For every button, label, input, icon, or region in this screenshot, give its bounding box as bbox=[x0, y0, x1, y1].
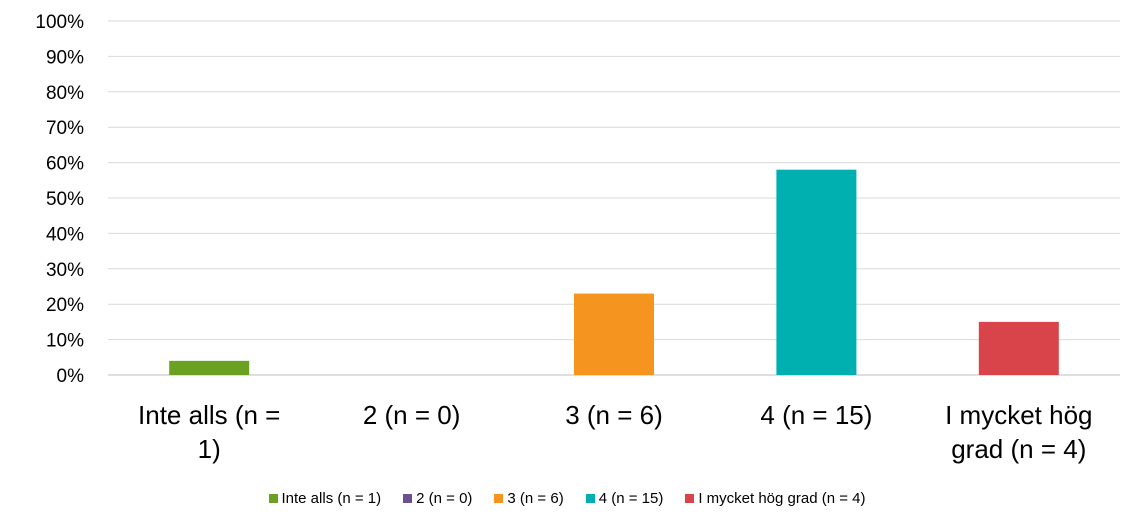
y-tick-label: 0% bbox=[57, 366, 85, 387]
y-tick-label: 80% bbox=[46, 83, 84, 104]
bar bbox=[776, 169, 857, 375]
x-tick-label: 2 (n = 0) bbox=[363, 400, 461, 430]
legend-label: Inte alls (n = 1) bbox=[281, 490, 382, 507]
legend-item: Inte alls (n = 1) bbox=[268, 490, 382, 507]
chart-legend: Inte alls (n = 1) 2 (n = 0) 3 (n = 6) 4 (n … bbox=[0, 490, 1134, 507]
y-tick-label: 10% bbox=[46, 331, 84, 352]
y-tick-label: 50% bbox=[46, 189, 84, 210]
x-tick-label-line: 4 (n = 15) bbox=[760, 400, 872, 430]
bar bbox=[978, 321, 1059, 375]
y-tick-label: 90% bbox=[46, 47, 84, 68]
bar bbox=[574, 293, 654, 375]
legend-item: 2 (n = 0) bbox=[403, 490, 472, 507]
legend-label: I mycket hög grad (n = 4) bbox=[698, 490, 866, 507]
legend-item: 4 (n = 15) bbox=[585, 490, 664, 507]
legend-label: 2 (n = 0) bbox=[416, 490, 473, 507]
y-tick-label: 40% bbox=[46, 224, 84, 245]
legend-swatch bbox=[494, 494, 504, 503]
x-tick-label-line: 1) bbox=[198, 434, 221, 464]
legend-label: 3 (n = 6) bbox=[507, 490, 564, 507]
x-tick-label-line: 2 (n = 0) bbox=[363, 400, 461, 430]
legend-swatch bbox=[268, 494, 278, 503]
x-tick-label-line: I mycket hög bbox=[945, 400, 1092, 430]
y-tick-label: 60% bbox=[46, 154, 84, 175]
x-tick-label: I mycket hög grad (n = 4) bbox=[945, 400, 1092, 464]
x-tick-label: Inte alls (n = 1) bbox=[138, 400, 280, 464]
legend-label: 4 (n = 15) bbox=[598, 490, 664, 507]
y-tick-label: 30% bbox=[46, 260, 84, 281]
bar bbox=[169, 360, 250, 375]
legend-item: 3 (n = 6) bbox=[494, 490, 564, 507]
y-tick-label: 100% bbox=[35, 12, 84, 33]
x-tick-label-line: 3 (n = 6) bbox=[565, 400, 663, 430]
y-tick-label: 70% bbox=[46, 118, 84, 139]
x-tick-label: 3 (n = 6) bbox=[565, 400, 663, 430]
x-tick-label-line: Inte alls (n = bbox=[138, 400, 280, 430]
legend-swatch bbox=[585, 494, 595, 503]
legend-swatch bbox=[403, 494, 413, 503]
y-tick-label: 20% bbox=[46, 295, 84, 316]
x-tick-label-line: grad (n = 4) bbox=[951, 434, 1086, 464]
x-tick-label: 4 (n = 15) bbox=[760, 400, 872, 430]
legend-swatch bbox=[685, 494, 695, 503]
legend-item: I mycket hög grad (n = 4) bbox=[685, 490, 866, 507]
bar-chart: 0% 10% 20% 30% 40% 50% 60% 70% 80% 90% 100% Inte al… bbox=[35, 12, 1120, 464]
